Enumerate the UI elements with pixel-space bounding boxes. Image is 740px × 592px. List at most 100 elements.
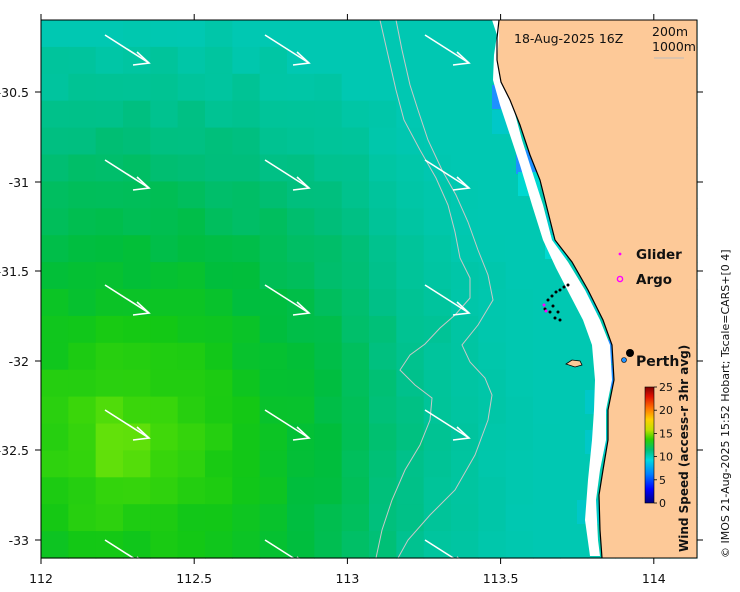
wind-cell xyxy=(423,342,452,371)
glider-legend-icon xyxy=(618,252,622,256)
wind-cell xyxy=(205,154,233,182)
coast-fringe xyxy=(492,20,612,556)
wind-cell xyxy=(205,369,233,398)
wind-cell xyxy=(369,396,397,425)
wind-cell xyxy=(478,154,507,182)
wind-cell xyxy=(478,369,507,398)
wind-cell xyxy=(341,127,370,156)
wind-cell xyxy=(451,396,479,425)
wind-cell xyxy=(232,208,261,236)
wind-cell xyxy=(478,289,507,317)
wind-cell xyxy=(259,262,288,290)
wind-cell xyxy=(314,73,343,102)
wind-cell xyxy=(95,423,124,451)
colorbar-tick-label: 20 xyxy=(659,404,673,417)
wind-arrow-head xyxy=(292,556,311,571)
wind-cell xyxy=(314,127,343,156)
wind-cell xyxy=(533,342,561,371)
wind-cell xyxy=(341,423,370,451)
wind-arrow-shaft xyxy=(104,539,150,569)
wind-cell xyxy=(41,369,69,398)
wind-cell xyxy=(123,504,151,532)
wind-arrow-head xyxy=(132,176,151,191)
wind-cell xyxy=(232,342,261,371)
wind-cell xyxy=(150,450,179,478)
wind-cell xyxy=(314,477,343,505)
track-point xyxy=(566,283,570,287)
wind-cell xyxy=(396,235,425,263)
wind-cell xyxy=(205,315,233,344)
wind-cell xyxy=(95,450,124,478)
wind-cell xyxy=(369,181,397,209)
wind-cell xyxy=(560,396,589,425)
wind-cell xyxy=(177,477,206,505)
contour-label-200m: 200m xyxy=(652,24,688,39)
wind-cell xyxy=(68,127,97,156)
wind-cell xyxy=(41,208,69,236)
wind-cell xyxy=(68,423,97,451)
wind-cell xyxy=(95,73,124,102)
wind-cell xyxy=(287,315,315,344)
wind-cell xyxy=(150,73,179,102)
wind-cell xyxy=(341,154,370,182)
wind-cell xyxy=(123,477,151,505)
wind-arrow-shaft xyxy=(104,34,150,64)
wind-cell xyxy=(560,450,589,478)
wind-cell xyxy=(68,289,97,317)
wind-cell xyxy=(533,531,561,559)
wind-cell xyxy=(560,531,589,559)
wind-arrow-shaft xyxy=(424,34,470,64)
wind-cell xyxy=(505,369,534,398)
wind-cell xyxy=(341,504,370,532)
wind-cell xyxy=(287,477,315,505)
wind-cell xyxy=(560,369,589,398)
wind-cell xyxy=(259,100,288,129)
wind-arrow-head xyxy=(452,556,471,571)
wind-cell xyxy=(95,477,124,505)
wind-cell xyxy=(396,181,425,209)
wind-cell xyxy=(150,262,179,290)
wind-cell xyxy=(287,154,315,182)
wind-cell xyxy=(177,154,206,182)
wind-cell xyxy=(232,127,261,156)
contour-200m xyxy=(395,19,494,559)
wind-cell xyxy=(287,20,315,48)
wind-cell xyxy=(205,262,233,290)
wind-cell xyxy=(68,100,97,129)
wind-cell xyxy=(259,289,288,317)
wind-cell xyxy=(505,396,534,425)
wind-arrow-head xyxy=(132,556,151,571)
wind-cell xyxy=(369,342,397,371)
wind-cell xyxy=(423,423,452,451)
wind-cell xyxy=(41,262,69,290)
wind-cell xyxy=(259,450,288,478)
wind-cell xyxy=(259,315,288,344)
wind-cell xyxy=(232,181,261,209)
wind-cell xyxy=(478,235,507,263)
wind-cell xyxy=(150,20,179,48)
wind-cell xyxy=(478,342,507,371)
wind-arrow-shaft xyxy=(264,284,310,314)
wind-cell xyxy=(68,450,97,478)
wind-cell xyxy=(451,208,479,236)
wind-cell xyxy=(259,208,288,236)
wind-cell xyxy=(150,100,179,129)
wind-cell xyxy=(560,423,589,451)
wind-cell xyxy=(314,342,343,371)
wind-cell xyxy=(259,154,288,182)
wind-cell xyxy=(287,289,315,317)
wind-cell xyxy=(177,315,206,344)
wind-cell xyxy=(341,46,370,75)
wind-cell xyxy=(287,369,315,398)
wind-arrow-head xyxy=(292,301,311,316)
wind-cell xyxy=(123,396,151,425)
wind-cell xyxy=(423,208,452,236)
wind-arrow-head xyxy=(292,426,311,441)
wind-cell xyxy=(369,100,397,129)
wind-cell xyxy=(369,46,397,75)
glider-track xyxy=(542,283,570,322)
glider-position xyxy=(542,303,546,307)
wind-cell xyxy=(341,262,370,290)
wind-cell xyxy=(369,369,397,398)
wind-cell xyxy=(177,262,206,290)
